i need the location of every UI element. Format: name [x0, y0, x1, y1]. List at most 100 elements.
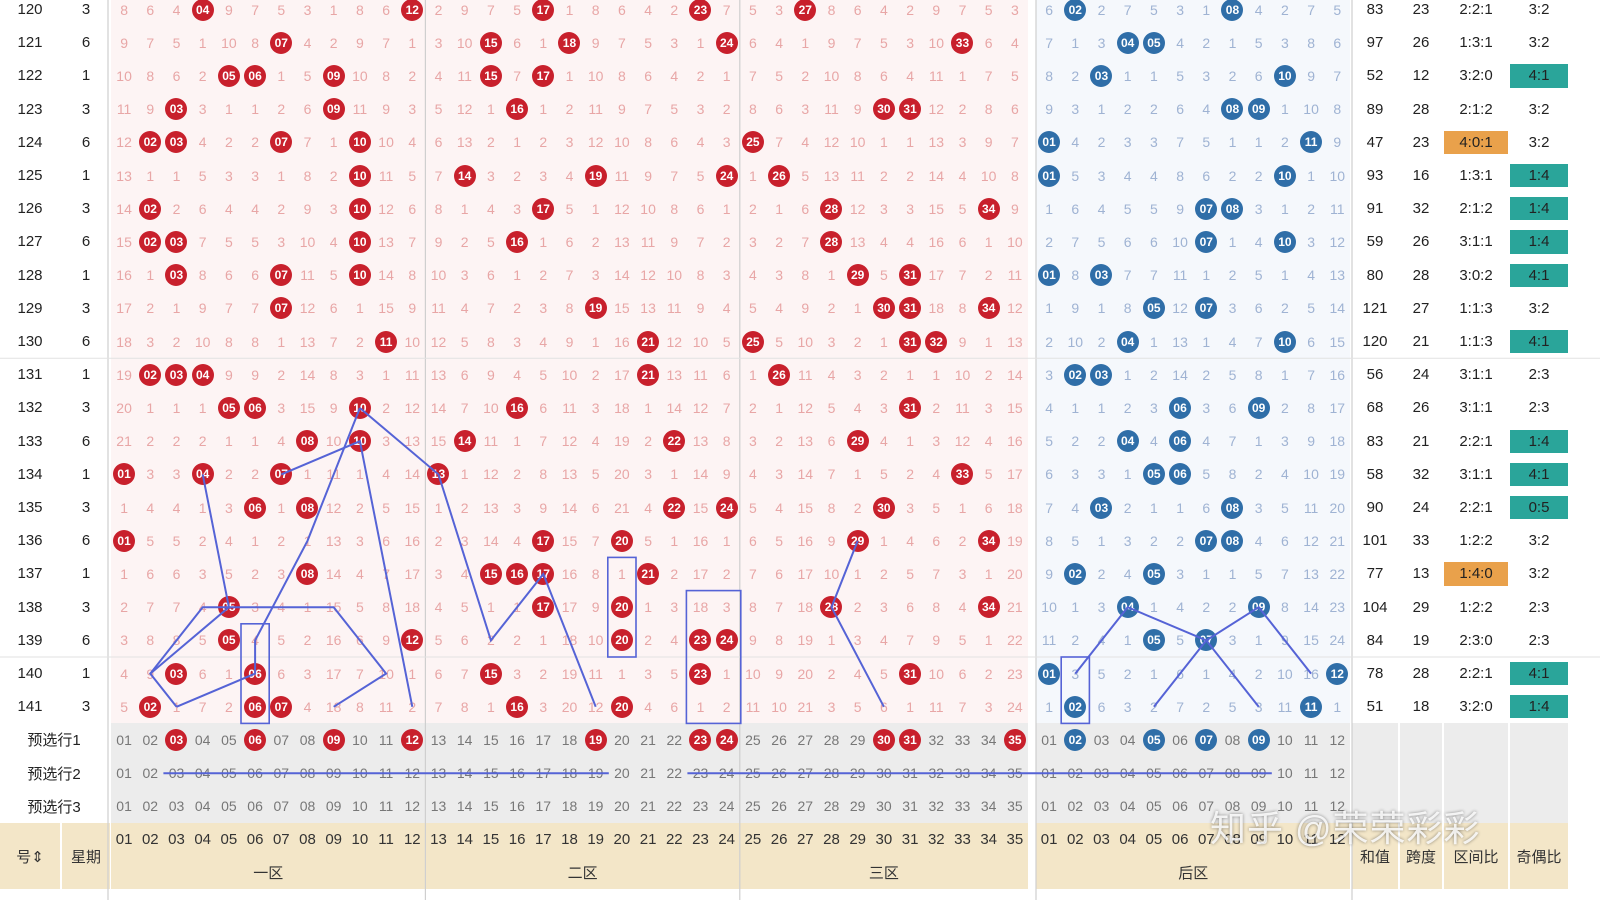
front-option-cell[interactable]: 22	[661, 756, 688, 790]
front-option-cell[interactable]: 05	[215, 756, 242, 790]
back-option-cell[interactable]: 02	[1062, 723, 1089, 757]
front-option-cell[interactable]: 14	[451, 756, 478, 790]
front-option-cell[interactable]: 14	[451, 723, 478, 757]
front-option-cell[interactable]: 31	[897, 723, 924, 757]
front-option-cell[interactable]: 28	[818, 789, 845, 823]
front-option-cell[interactable]: 22	[661, 789, 688, 823]
front-option-cell[interactable]: 31	[897, 756, 924, 790]
back-option-cell[interactable]: 02	[1062, 789, 1089, 823]
front-option-cell[interactable]: 13	[425, 789, 452, 823]
back-option-cell[interactable]: 12	[1324, 789, 1351, 823]
back-option-cell[interactable]: 11	[1298, 789, 1325, 823]
back-option-cell[interactable]: 08	[1219, 723, 1246, 757]
back-option-cell[interactable]: 05	[1140, 723, 1167, 757]
front-option-cell[interactable]: 29	[844, 789, 871, 823]
front-option-cell[interactable]: 26	[766, 723, 793, 757]
front-option-cell[interactable]: 21	[635, 756, 662, 790]
front-option-cell[interactable]: 30	[870, 723, 897, 757]
back-option-cell[interactable]: 05	[1140, 789, 1167, 823]
back-option-cell[interactable]: 07	[1193, 723, 1220, 757]
front-option-cell[interactable]: 32	[923, 789, 950, 823]
back-option-cell[interactable]: 11	[1298, 723, 1325, 757]
front-option-cell[interactable]: 10	[346, 723, 373, 757]
back-option-cell[interactable]: 04	[1114, 723, 1141, 757]
back-option-cell[interactable]: 12	[1324, 723, 1351, 757]
front-option-cell[interactable]: 34	[975, 789, 1002, 823]
front-option-cell[interactable]: 27	[792, 756, 819, 790]
front-option-cell[interactable]: 13	[425, 723, 452, 757]
front-option-cell[interactable]: 21	[635, 723, 662, 757]
front-option-cell[interactable]: 20	[608, 756, 635, 790]
front-option-cell[interactable]: 27	[792, 789, 819, 823]
back-option-cell[interactable]: 04	[1114, 789, 1141, 823]
front-option-cell[interactable]: 04	[189, 723, 216, 757]
front-option-cell[interactable]: 15	[477, 756, 504, 790]
front-option-cell[interactable]: 08	[294, 723, 321, 757]
front-option-cell[interactable]: 16	[504, 789, 531, 823]
back-option-cell[interactable]: 09	[1245, 723, 1272, 757]
front-option-cell[interactable]: 23	[687, 723, 714, 757]
front-option-cell[interactable]: 05	[215, 789, 242, 823]
front-option-cell[interactable]: 23	[687, 789, 714, 823]
back-option-cell[interactable]: 02	[1062, 756, 1089, 790]
front-option-cell[interactable]: 33	[949, 789, 976, 823]
front-option-cell[interactable]: 25	[739, 756, 766, 790]
back-option-cell[interactable]: 04	[1114, 756, 1141, 790]
front-option-cell[interactable]: 08	[294, 789, 321, 823]
front-option-cell[interactable]: 11	[373, 756, 400, 790]
front-option-cell[interactable]: 06	[242, 789, 269, 823]
front-option-cell[interactable]: 19	[582, 756, 609, 790]
front-option-cell[interactable]: 09	[320, 723, 347, 757]
back-option-cell[interactable]: 01	[1036, 789, 1063, 823]
front-option-cell[interactable]: 16	[504, 756, 531, 790]
front-option-cell[interactable]: 25	[739, 723, 766, 757]
front-option-cell[interactable]: 16	[504, 723, 531, 757]
front-option-cell[interactable]: 27	[792, 723, 819, 757]
back-option-cell[interactable]: 06	[1167, 723, 1194, 757]
back-option-cell[interactable]: 06	[1167, 756, 1194, 790]
front-option-cell[interactable]: 17	[530, 756, 557, 790]
back-option-cell[interactable]: 03	[1088, 756, 1115, 790]
front-option-cell[interactable]: 03	[163, 756, 190, 790]
front-option-cell[interactable]: 34	[975, 756, 1002, 790]
front-option-cell[interactable]: 20	[608, 789, 635, 823]
front-option-cell[interactable]: 01	[111, 789, 138, 823]
front-option-cell[interactable]: 22	[661, 723, 688, 757]
front-option-cell[interactable]: 14	[451, 789, 478, 823]
front-option-cell[interactable]: 30	[870, 756, 897, 790]
front-option-cell[interactable]: 17	[530, 789, 557, 823]
front-option-cell[interactable]: 35	[1001, 723, 1028, 757]
issue-header[interactable]: 号⇕	[0, 823, 60, 890]
front-option-cell[interactable]: 02	[137, 789, 164, 823]
front-option-cell[interactable]: 20	[608, 723, 635, 757]
front-option-cell[interactable]: 35	[1001, 756, 1028, 790]
front-option-cell[interactable]: 09	[320, 789, 347, 823]
front-option-cell[interactable]: 12	[399, 756, 426, 790]
back-option-cell[interactable]: 07	[1193, 756, 1220, 790]
front-option-cell[interactable]: 25	[739, 789, 766, 823]
back-option-cell[interactable]: 11	[1298, 756, 1325, 790]
back-option-cell[interactable]: 05	[1140, 756, 1167, 790]
front-option-cell[interactable]: 29	[844, 723, 871, 757]
front-option-cell[interactable]: 34	[975, 723, 1002, 757]
front-option-cell[interactable]: 21	[635, 789, 662, 823]
back-option-cell[interactable]: 03	[1088, 723, 1115, 757]
front-option-cell[interactable]: 28	[818, 756, 845, 790]
front-option-cell[interactable]: 29	[844, 756, 871, 790]
front-option-cell[interactable]: 19	[582, 789, 609, 823]
back-option-cell[interactable]: 10	[1271, 789, 1298, 823]
front-option-cell[interactable]: 30	[870, 789, 897, 823]
back-option-cell[interactable]: 01	[1036, 723, 1063, 757]
front-option-cell[interactable]: 12	[399, 723, 426, 757]
front-option-cell[interactable]: 04	[189, 756, 216, 790]
front-option-cell[interactable]: 11	[373, 789, 400, 823]
front-option-cell[interactable]: 24	[713, 723, 740, 757]
front-option-cell[interactable]: 32	[923, 756, 950, 790]
front-option-cell[interactable]: 08	[294, 756, 321, 790]
back-option-cell[interactable]: 10	[1271, 723, 1298, 757]
front-option-cell[interactable]: 10	[346, 789, 373, 823]
back-option-cell[interactable]: 08	[1219, 756, 1246, 790]
front-option-cell[interactable]: 05	[215, 723, 242, 757]
front-option-cell[interactable]: 35	[1001, 789, 1028, 823]
front-option-cell[interactable]: 09	[320, 756, 347, 790]
